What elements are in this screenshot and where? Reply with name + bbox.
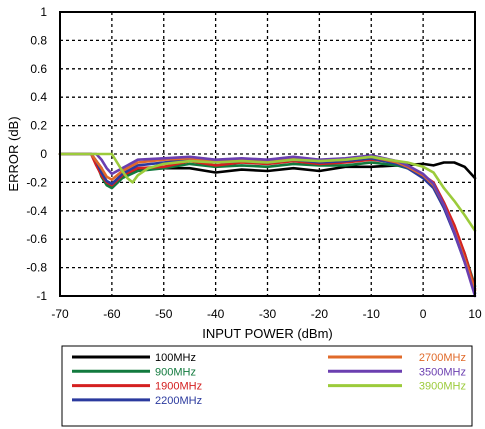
legend-label-900mhz: 900MHz	[155, 366, 196, 378]
y-tick-label: 0.8	[30, 33, 47, 47]
x-tick-label: -30	[259, 307, 277, 321]
x-tick-label: -20	[311, 307, 329, 321]
y-tick-label: 0.4	[30, 90, 47, 104]
series-line-3900mhz	[58, 152, 477, 232]
series-lines	[58, 152, 477, 298]
y-tick-label: -0.6	[26, 232, 47, 246]
y-tick-label: -0.4	[26, 204, 47, 218]
legend-label-2200mhz: 2200MHz	[155, 395, 202, 407]
legend-label-2700mhz: 2700MHz	[419, 352, 466, 364]
y-tick-label: 0.6	[30, 62, 47, 76]
y-tick-label: -1	[36, 289, 47, 303]
x-tick-label: -70	[51, 307, 69, 321]
series-line-3500mhz	[58, 152, 477, 298]
grid	[60, 12, 475, 296]
x-tick-labels: -70 -60 -50 -40 -30 -20 -10 0 10	[51, 307, 482, 321]
y-tick-label: 0	[40, 147, 47, 161]
x-tick-label: -10	[363, 307, 381, 321]
y-axis-label: ERROR (dB)	[6, 116, 21, 191]
y-tick-label: -0.2	[26, 175, 47, 189]
x-tick-label: -40	[207, 307, 225, 321]
legend: 100MHz 900MHz 1900MHz 2200MHz 2700MHz 3500MHz…	[61, 345, 473, 427]
plot-frame	[59, 11, 476, 297]
x-tick-label: 10	[468, 307, 482, 321]
legend-label-3900mhz: 3900MHz	[419, 381, 466, 393]
x-axis-label: INPUT POWER (dBm)	[202, 326, 333, 341]
legend-label-100mhz: 100MHz	[155, 352, 196, 364]
y-tick-label: -0.8	[26, 261, 47, 275]
x-tick-label: 0	[420, 307, 427, 321]
y-tick-labels: 1 0.8 0.6 0.4 0.2 0 -0.2 -0.4 -0.6 -0.8 -1	[26, 5, 47, 303]
x-tick-label: -60	[103, 307, 121, 321]
legend-label-3500mhz: 3500MHz	[419, 366, 466, 378]
y-tick-label: 0.2	[30, 119, 47, 133]
x-tick-label: -50	[155, 307, 173, 321]
legend-label-1900mhz: 1900MHz	[155, 381, 202, 393]
y-tick-label: 1	[40, 5, 47, 19]
